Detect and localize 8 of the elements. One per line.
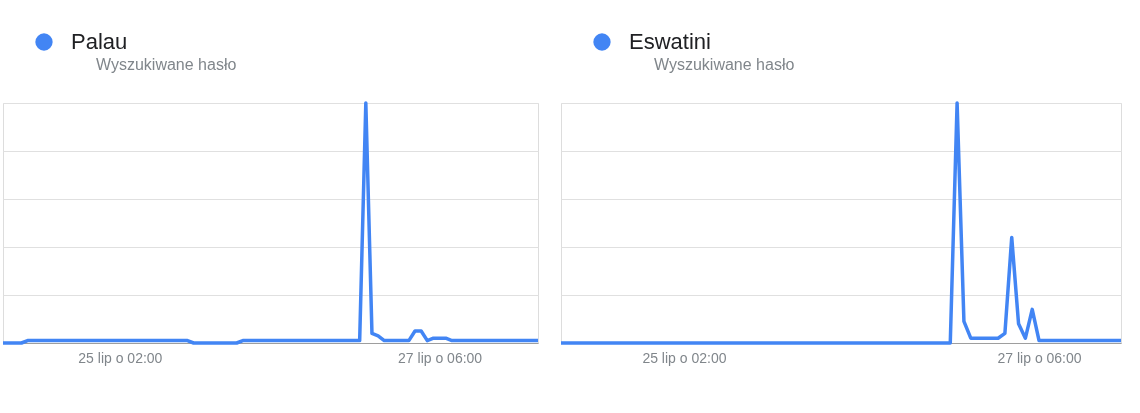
legend-label: Palau: [71, 29, 128, 54]
x-tick-label: 25 lip o 02:00: [642, 349, 727, 366]
chart-subtitle: Wyszukiwane hasło: [654, 56, 795, 73]
x-tick-label: 25 lip o 02:00: [78, 349, 163, 366]
x-tick-label: 27 lip o 06:00: [398, 349, 483, 366]
x-tick-label: 27 lip o 06:00: [997, 349, 1082, 366]
legend-label: Eswatini: [629, 29, 711, 54]
chart-subtitle: Wyszukiwane hasło: [96, 56, 237, 73]
